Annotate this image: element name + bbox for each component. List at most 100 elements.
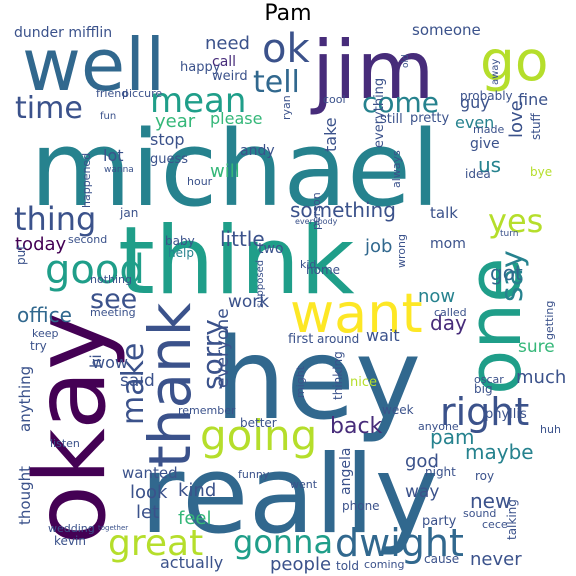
word-time: time	[15, 91, 83, 126]
word-mom: mom	[430, 236, 466, 252]
word-wrong: wrong	[395, 234, 408, 268]
word-pam: pam	[430, 425, 474, 449]
word-dwight: dwight	[335, 521, 464, 565]
word-going: going	[200, 411, 317, 460]
word-work: work	[228, 292, 269, 312]
word-put: put	[14, 245, 28, 265]
word-better: better	[240, 416, 277, 430]
word-will: will	[210, 161, 240, 182]
word-try: try	[30, 339, 47, 353]
word-make: make	[116, 343, 151, 425]
word-sure: sure	[518, 337, 555, 357]
word-hour: hour	[187, 175, 213, 188]
word-guy: guy	[460, 93, 490, 112]
word-told: told	[336, 559, 359, 573]
word-love: love	[506, 100, 527, 138]
word-big: big	[474, 382, 493, 396]
word-now: now	[418, 286, 455, 307]
word-andy: andy	[240, 143, 275, 159]
word-great: great	[108, 523, 203, 564]
word-nothing: nothing	[90, 273, 132, 286]
word-everyone: everyone	[213, 308, 233, 388]
word-see: see	[90, 284, 137, 315]
word-good: good	[45, 247, 145, 293]
word-thought: thought	[16, 466, 34, 525]
word-everybody: everybody	[295, 217, 338, 226]
word-supposed: supposed	[255, 260, 266, 308]
word-feel: feel	[178, 508, 212, 529]
word-well: well	[22, 23, 165, 107]
word-let: let	[136, 502, 159, 523]
word-ok: ok	[262, 26, 310, 72]
word-think: think	[118, 207, 355, 316]
word-office: office	[17, 303, 72, 327]
word-today: today	[15, 234, 67, 255]
word-bye: bye	[530, 165, 552, 179]
word-idea: idea	[465, 167, 491, 181]
word-nice: nice	[350, 375, 377, 390]
word-even: even	[455, 113, 494, 132]
word-away: away	[490, 59, 501, 85]
word-listen: listen	[50, 437, 80, 450]
word-michael: michael	[30, 108, 440, 230]
word-turn: turn	[500, 229, 518, 239]
word-anything: anything	[16, 366, 34, 432]
word-phone: phone	[342, 499, 380, 513]
word-together: together	[98, 524, 128, 532]
word-said: said	[120, 371, 155, 391]
word-coming: coming	[364, 558, 405, 571]
word-meeting: meeting	[90, 306, 136, 319]
word-first: first	[288, 332, 313, 347]
word-want: want	[290, 282, 423, 345]
word-anyone: anyone	[418, 420, 459, 433]
word-one: one	[452, 257, 538, 395]
word-god: god	[405, 451, 439, 472]
word-stuff: stuff	[529, 112, 543, 140]
word-thank: thank	[136, 302, 204, 468]
word-really: really	[140, 433, 439, 558]
word-night: night	[425, 465, 456, 479]
word-huh: huh	[540, 423, 561, 436]
word-wait: wait	[366, 326, 400, 345]
word-never: never	[470, 549, 522, 570]
word-roy: roy	[475, 469, 494, 483]
word-little: little	[220, 227, 265, 251]
word-tell: tell	[253, 65, 300, 100]
word-mean: mean	[150, 81, 246, 121]
word-piccure: piccure	[122, 87, 162, 100]
word-friend: friend	[96, 87, 128, 100]
word-might: might	[294, 365, 307, 398]
word-come: come	[362, 86, 439, 119]
word-hey: hey	[215, 315, 421, 445]
word-call: call	[212, 54, 236, 70]
word-guess: guess	[150, 152, 188, 167]
word-jim: jim	[310, 24, 434, 117]
word-talking: talking	[505, 499, 519, 540]
word-party: party	[422, 514, 457, 529]
word-phyllis: phyllis	[485, 407, 527, 422]
word-go: go	[480, 29, 549, 93]
word-take: take	[321, 117, 340, 152]
word-two: two	[258, 241, 284, 257]
word-say: say	[495, 250, 530, 302]
word-help: help	[168, 246, 194, 260]
word-keep: keep	[32, 327, 59, 340]
word-called: called	[434, 306, 467, 319]
word-wedding: wedding	[48, 522, 95, 535]
word-still: still	[380, 112, 403, 127]
word-got: got	[490, 261, 523, 285]
word-around: around	[317, 332, 359, 346]
word-wanna: wanna	[104, 165, 134, 175]
word-everything: everything	[372, 78, 387, 148]
word-yes: yes	[488, 202, 543, 240]
word-weird: weird	[212, 69, 248, 84]
word-person: person	[310, 192, 323, 230]
word-new: new	[470, 489, 511, 513]
word-something: something	[290, 198, 396, 222]
word-please: please	[210, 109, 262, 128]
word-made: made	[473, 123, 504, 136]
word-week: week	[382, 403, 414, 417]
word-cause: cause	[424, 552, 459, 566]
word-fun: fun	[100, 111, 116, 122]
